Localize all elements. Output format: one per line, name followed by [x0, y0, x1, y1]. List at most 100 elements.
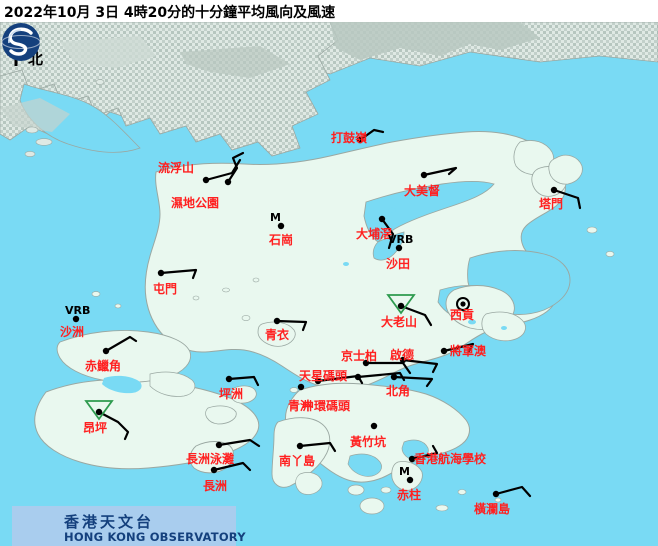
wind-barb — [494, 485, 532, 498]
station-marker[interactable] — [202, 176, 210, 184]
station-marker[interactable] — [277, 222, 285, 230]
station-label: 屯門 — [153, 282, 178, 296]
wind-barb — [358, 128, 385, 142]
station-marker[interactable] — [386, 294, 416, 315]
station-label: 將軍澳 — [450, 344, 487, 358]
station-marker[interactable] — [297, 383, 305, 391]
mainland-china — [0, 22, 658, 157]
station-label: 昂坪 — [83, 421, 108, 435]
wind-barb — [552, 188, 582, 210]
station-dot-icon — [277, 222, 285, 230]
title-bar: 2022年10月 3日 4時20分的十分鐘平均風向及風速 — [0, 0, 658, 22]
station-marker[interactable] — [395, 244, 403, 252]
station-label: 啟德 — [390, 348, 415, 362]
station-dot-icon — [202, 176, 210, 184]
station-dot-icon — [102, 347, 110, 355]
station-label: 打鼓嶺 — [331, 131, 368, 145]
map-geography — [0, 22, 658, 546]
wind-barb — [212, 461, 252, 472]
station-label: 大埔滘 — [356, 227, 393, 241]
station-marker[interactable] — [273, 317, 281, 325]
station-marker[interactable] — [456, 297, 470, 311]
hko-logo-band — [12, 506, 236, 546]
hko-logo-icon — [1, 23, 41, 61]
station-marker[interactable] — [225, 375, 233, 383]
station-marker[interactable] — [314, 377, 322, 385]
station-marker[interactable] — [210, 466, 218, 474]
station-label: 北角 — [386, 384, 411, 398]
station-marker[interactable] — [390, 373, 398, 381]
wind-barb — [104, 335, 138, 353]
station-marker[interactable] — [378, 215, 386, 223]
station-dot-icon — [95, 408, 103, 416]
station-marker[interactable] — [102, 347, 110, 355]
wind-barb — [227, 375, 260, 387]
station-marker[interactable] — [72, 315, 80, 323]
wind-barb — [159, 268, 198, 280]
wind-barb — [410, 444, 439, 461]
wind-barb — [442, 342, 475, 353]
station-dot-icon — [157, 269, 165, 277]
high-level-station-triangle-icon — [386, 294, 416, 315]
station-marker[interactable] — [224, 178, 232, 186]
station-dot-icon — [408, 455, 416, 463]
station-dot-icon — [215, 441, 223, 449]
station-dot-icon — [550, 186, 558, 194]
station-marker[interactable] — [406, 476, 414, 484]
station-dot-icon — [378, 215, 386, 223]
wind-barb — [399, 304, 433, 327]
station-dot-icon — [224, 178, 232, 186]
station-marker[interactable] — [362, 359, 370, 367]
station-label: 沙洲 — [60, 325, 85, 339]
station-marker-layer — [72, 136, 558, 498]
station-dot-icon — [370, 422, 378, 430]
station-marker[interactable] — [354, 373, 362, 381]
station-label: 石崗 — [269, 233, 294, 247]
station-dot-icon — [397, 302, 405, 310]
wind-barb — [401, 358, 439, 374]
wind-barb — [298, 441, 337, 453]
wind-barb — [226, 151, 245, 184]
station-dot-icon — [273, 317, 281, 325]
station-marker[interactable] — [215, 441, 223, 449]
station-dot-icon — [362, 359, 370, 367]
station-dot-icon — [390, 373, 398, 381]
station-dot-icon — [225, 375, 233, 383]
station-marker[interactable] — [440, 347, 448, 355]
station-dot-icon — [72, 315, 80, 323]
station-dot-icon — [356, 136, 364, 144]
station-marker[interactable] — [356, 136, 364, 144]
wind-barb — [422, 166, 458, 177]
station-label: 流浮山 — [158, 161, 195, 175]
station-marker[interactable] — [420, 171, 428, 179]
outlying-islands — [91, 226, 615, 515]
hko-logo-chinese: 香港天文台 — [64, 513, 155, 531]
station-label: 長洲泳灘 — [186, 452, 235, 466]
map-canvas: 打鼓嶺 流浮山 濕地公園 石崗 M 大美督 塔門 大埔滘 沙田 VRB 西貢 大老山 屯門 沙洲 VRB 赤鱲… — [0, 22, 658, 546]
station-label: 赤鱲角 — [85, 359, 122, 373]
station-label: 大老山 — [381, 315, 418, 329]
wind-barb — [204, 158, 242, 182]
station-dot-icon — [406, 476, 414, 484]
station-marker[interactable] — [157, 269, 165, 277]
station-dot-icon — [297, 383, 305, 391]
variable-wind-note: VRB — [65, 304, 91, 317]
station-marker[interactable] — [492, 490, 500, 498]
station-marker[interactable] — [296, 442, 304, 450]
high-level-station-triangle-icon — [84, 400, 114, 421]
station-marker[interactable] — [370, 422, 378, 430]
station-marker[interactable] — [399, 356, 407, 364]
station-marker[interactable] — [550, 186, 558, 194]
station-label: 京士柏 — [341, 349, 378, 363]
station-label: 坪洲 — [219, 387, 244, 401]
station-dot-icon — [210, 466, 218, 474]
station-label: 大美督 — [404, 184, 441, 198]
station-marker[interactable] — [84, 400, 114, 421]
station-label: 西貢 — [450, 308, 475, 322]
wind-barb — [380, 217, 395, 250]
station-dot-icon — [492, 490, 500, 498]
calm-wind-note: M — [399, 465, 410, 478]
station-dot-icon — [440, 347, 448, 355]
station-marker[interactable] — [408, 455, 416, 463]
